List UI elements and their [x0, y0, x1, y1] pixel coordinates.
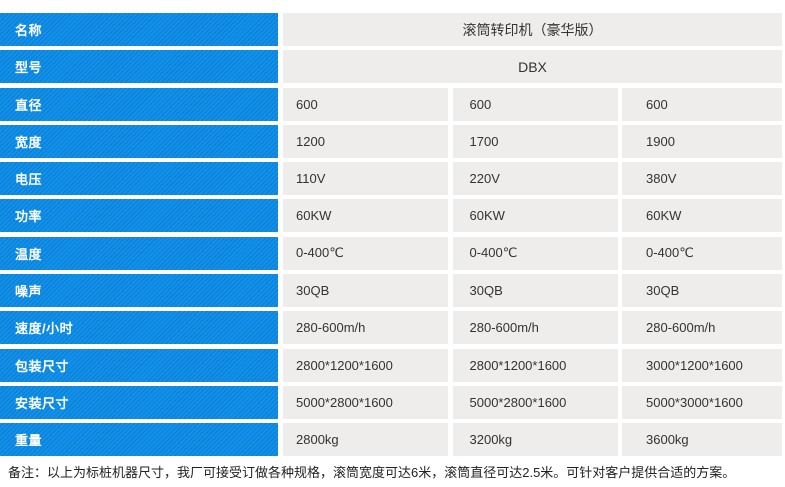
spec-cell: 60KW [283, 199, 448, 233]
remark-note: 备注：以上为标桩机器尺寸，我厂可接受订做各种规格，滚筒宽度可达6米，滚筒直径可达… [8, 465, 736, 480]
table-row: 噪声 30QB 30QB 30QB [0, 274, 782, 308]
row-label-speed: 速度/小时 [0, 311, 278, 345]
spec-cell: 5000*3000*1600 [622, 385, 782, 419]
spec-cell: 5000*2800*1600 [452, 385, 618, 419]
spec-cell: 30QB [283, 274, 448, 308]
row-label-temperature: 温度 [0, 236, 278, 270]
table-row: 安装尺寸 5000*2800*1600 5000*2800*1600 5000*… [0, 385, 782, 419]
spec-cell: 380V [622, 162, 782, 196]
table-row: 直径 600 600 600 [0, 87, 782, 121]
spec-cell: 600 [452, 87, 618, 121]
spec-cell: 3600kg [622, 423, 782, 457]
spec-cell: 600 [622, 87, 782, 121]
row-label-voltage: 电压 [0, 162, 278, 196]
spec-cell: 0-400℃ [622, 236, 782, 270]
spec-cell: 60KW [622, 199, 782, 233]
spec-cell: 280-600m/h [452, 311, 618, 345]
table-row: 重量 2800kg 3200kg 3600kg [0, 423, 782, 457]
spec-cell: 5000*2800*1600 [283, 385, 448, 419]
spec-cell: 0-400℃ [452, 236, 618, 270]
table-row: 包装尺寸 2800*1200*1600 2800*1200*1600 3000*… [0, 348, 782, 382]
row-label-diameter: 直径 [0, 87, 278, 121]
spec-cell: 2800kg [283, 423, 448, 457]
spec-cell: 3000*1200*1600 [622, 348, 782, 382]
spec-cell: 110V [283, 162, 448, 196]
spec-cell: 30QB [452, 274, 618, 308]
spec-cell: 1700 [452, 124, 618, 158]
model-cell: DBX [283, 50, 782, 84]
row-label-weight: 重量 [0, 423, 278, 457]
table-row: 功率 60KW 60KW 60KW [0, 199, 782, 233]
table-row: 电压 110V 220V 380V [0, 162, 782, 196]
row-label-name: 名称 [0, 13, 278, 46]
spec-cell: 1200 [283, 124, 448, 158]
table-row: 型号 DBX [0, 50, 782, 84]
spec-cell: 220V [452, 162, 618, 196]
spec-cell: 280-600m/h [283, 311, 448, 345]
row-label-install-size: 安装尺寸 [0, 385, 278, 419]
table-row: 宽度 1200 1700 1900 [0, 124, 782, 158]
table-row: 名称 滚筒转印机（豪华版） [0, 13, 782, 46]
spec-cell: 60KW [452, 199, 618, 233]
product-title-cell: 滚筒转印机（豪华版） [283, 13, 782, 46]
spec-cell: 3200kg [452, 423, 618, 457]
spec-cell: 30QB [622, 274, 782, 308]
row-label-noise: 噪声 [0, 274, 278, 308]
spec-cell: 600 [283, 87, 448, 121]
spec-cell: 2800*1200*1600 [283, 348, 448, 382]
spec-table: 名称 滚筒转印机（豪华版） 型号 DBX 直径 600 600 600 宽度 1… [0, 13, 782, 457]
spec-cell: 0-400℃ [283, 236, 448, 270]
row-label-packing-size: 包装尺寸 [0, 348, 278, 382]
spec-cell: 1900 [622, 124, 782, 158]
row-label-power: 功率 [0, 199, 278, 233]
row-label-width: 宽度 [0, 124, 278, 158]
row-label-model: 型号 [0, 50, 278, 84]
spec-cell: 2800*1200*1600 [452, 348, 618, 382]
spec-cell: 280-600m/h [622, 311, 782, 345]
table-row: 温度 0-400℃ 0-400℃ 0-400℃ [0, 236, 782, 270]
table-row: 速度/小时 280-600m/h 280-600m/h 280-600m/h [0, 311, 782, 345]
